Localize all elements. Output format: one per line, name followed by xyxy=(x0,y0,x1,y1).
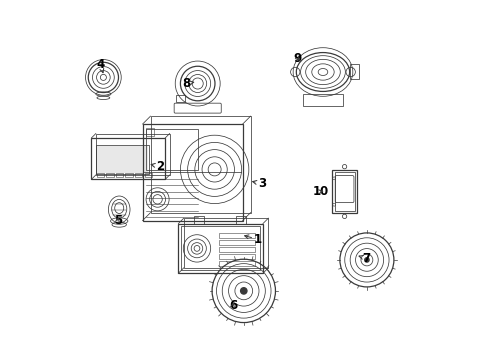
Bar xyxy=(125,173,133,177)
Bar xyxy=(219,240,254,245)
Bar xyxy=(235,216,245,224)
Bar xyxy=(302,94,343,106)
Text: 6: 6 xyxy=(228,299,237,312)
Bar xyxy=(332,170,356,213)
Bar xyxy=(178,224,263,273)
Bar xyxy=(334,172,354,211)
Bar xyxy=(349,64,359,79)
Bar xyxy=(146,128,154,136)
Text: 3: 3 xyxy=(257,177,265,190)
Bar xyxy=(146,129,198,170)
Bar xyxy=(193,216,203,224)
Bar xyxy=(144,173,152,177)
Bar xyxy=(150,116,250,213)
Bar xyxy=(142,124,242,221)
Circle shape xyxy=(240,288,246,294)
Bar xyxy=(96,134,169,175)
Bar xyxy=(96,144,149,174)
Bar xyxy=(116,173,123,177)
Bar xyxy=(219,234,254,238)
Bar xyxy=(181,226,260,270)
Text: 5: 5 xyxy=(113,214,122,227)
Text: 4: 4 xyxy=(96,58,104,71)
Bar xyxy=(97,173,104,177)
Text: 9: 9 xyxy=(293,52,301,65)
Bar xyxy=(135,173,142,177)
Bar xyxy=(183,218,268,268)
Bar xyxy=(219,255,254,259)
Bar xyxy=(219,247,254,252)
Bar xyxy=(219,261,254,266)
Circle shape xyxy=(364,258,368,262)
Text: 8: 8 xyxy=(182,77,190,90)
Text: 10: 10 xyxy=(312,185,328,198)
Text: 1: 1 xyxy=(254,233,262,246)
Bar xyxy=(91,138,165,179)
Text: 7: 7 xyxy=(362,252,369,265)
Bar xyxy=(106,173,113,177)
Bar xyxy=(176,95,184,102)
Bar xyxy=(97,146,147,173)
Text: 2: 2 xyxy=(156,160,163,173)
